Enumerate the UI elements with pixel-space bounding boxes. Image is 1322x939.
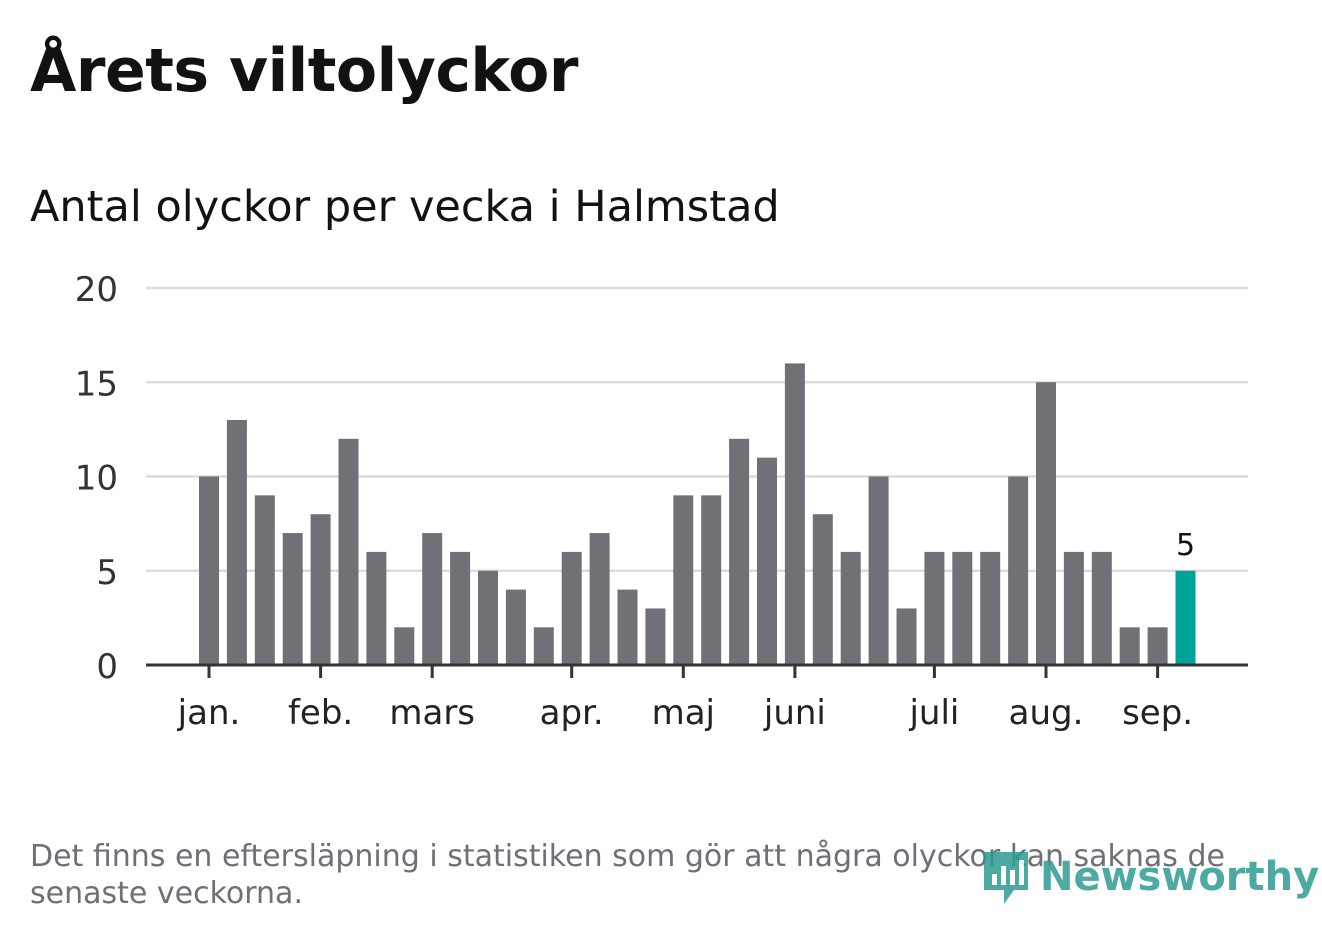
bar: [505, 589, 526, 665]
chart-subtitle: Antal olyckor per vecka i Halmstad: [30, 182, 780, 232]
bar: [812, 514, 833, 665]
x-tick-label: feb.: [288, 693, 353, 733]
bar: [896, 608, 917, 665]
bar: [366, 551, 387, 665]
bar: [589, 533, 610, 665]
x-tick-label: jan.: [177, 693, 241, 733]
newsworthy-logo: Newsworthy: [980, 846, 1319, 908]
y-tick-label: 20: [75, 270, 118, 310]
x-tick-label: sep.: [1122, 693, 1193, 733]
bar: [617, 589, 638, 665]
y-tick-label: 10: [75, 459, 118, 499]
bar: [673, 495, 694, 665]
chart-title: Årets viltolyckor: [30, 36, 579, 106]
bar: [952, 551, 973, 665]
bar: [645, 608, 666, 665]
bar: [701, 495, 722, 665]
bar: [310, 514, 331, 665]
bar: [254, 495, 275, 665]
highlight-bar: [1175, 570, 1196, 665]
bar: [1063, 551, 1084, 665]
bar: [980, 551, 1001, 665]
bar: [1091, 551, 1112, 665]
x-tick-label: mars: [389, 693, 475, 733]
bar: [729, 438, 750, 665]
bar: [199, 476, 219, 665]
x-tick-label: maj: [652, 693, 715, 733]
bar: [533, 627, 554, 665]
bar: [561, 551, 582, 665]
y-tick-label: 15: [75, 364, 118, 404]
bar: [394, 627, 415, 665]
bar: [924, 551, 945, 665]
bar: [784, 363, 805, 665]
data-label: 5: [1176, 528, 1195, 563]
newsworthy-logo-text: Newsworthy: [1040, 854, 1320, 900]
bar: [1008, 476, 1029, 665]
newsworthy-logo-icon: [984, 852, 1028, 904]
bar: [226, 419, 247, 665]
bar: [478, 570, 498, 665]
bar: [840, 551, 861, 665]
x-tick-label: juli: [908, 693, 959, 733]
x-tick-label: juni: [763, 693, 826, 733]
x-tick-label: apr.: [540, 693, 604, 733]
bar-chart: 0 5 10 15 20 5 jan. feb. mars apr. maj juni juli aug.…: [75, 270, 1248, 733]
y-tick-label: 5: [96, 553, 118, 593]
bar: [868, 476, 889, 665]
x-tick-label: aug.: [1009, 693, 1084, 733]
bar: [338, 438, 359, 665]
bar: [422, 533, 443, 665]
bar: [282, 533, 303, 665]
bar: [1147, 627, 1168, 665]
bar: [1036, 382, 1056, 665]
bar: [450, 551, 471, 665]
bar: [757, 457, 777, 665]
y-tick-label: 0: [96, 647, 118, 687]
bar: [1119, 627, 1140, 665]
